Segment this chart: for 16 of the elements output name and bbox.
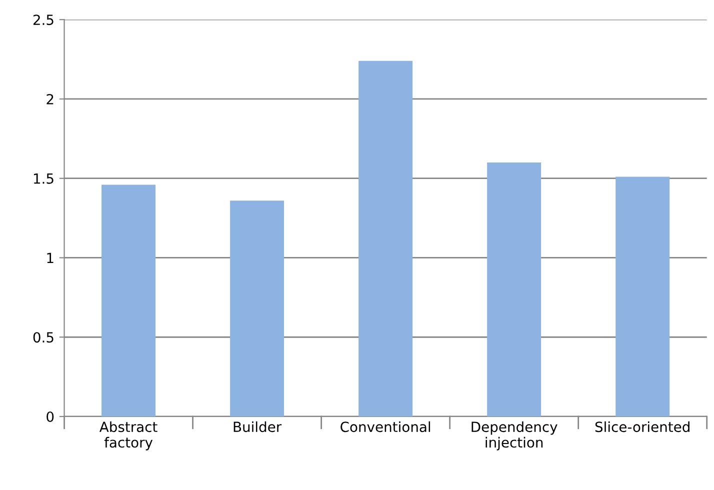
y-tick-label: 2.5 — [33, 14, 54, 26]
x-tick-label: Builder — [234, 421, 282, 432]
x-tick-label: Dependency injection — [472, 421, 558, 450]
y-tick-label: 1.5 — [34, 174, 54, 184]
bar — [358, 60, 413, 416]
bar — [616, 176, 670, 416]
x-tick-label: Abstract factory — [99, 421, 158, 450]
x-tick-label: Conventional — [340, 421, 430, 432]
y-tick-label: 1 — [47, 252, 54, 264]
y-tick-label: 2 — [46, 94, 54, 104]
y-tick-label: 0 — [46, 411, 54, 422]
x-tick-label: Slice-oriented — [595, 421, 690, 432]
bar — [102, 184, 156, 416]
bar — [487, 162, 542, 416]
bar — [230, 200, 284, 416]
y-tick-label: 0.5 — [33, 332, 54, 343]
